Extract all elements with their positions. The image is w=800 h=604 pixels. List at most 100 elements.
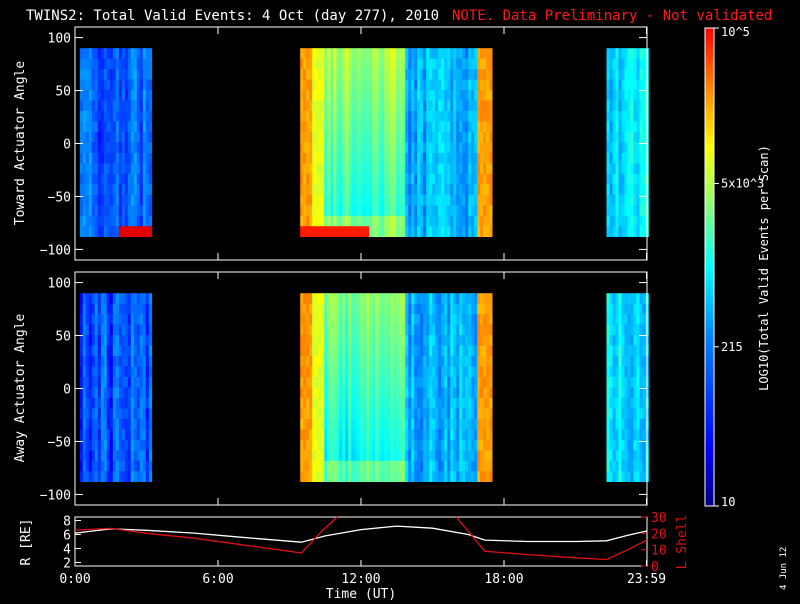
away-cell: [417, 377, 421, 388]
away-cell: [468, 303, 472, 315]
toward-cell: [474, 121, 478, 133]
toward-cell: [97, 69, 102, 80]
toward-cell: [441, 205, 445, 217]
away-cell: [115, 293, 120, 304]
away-cell: [306, 460, 310, 472]
away-cell: [408, 460, 412, 472]
away-cell: [309, 439, 313, 451]
toward-cell: [354, 205, 358, 217]
away-cell: [85, 303, 90, 315]
away-cell: [393, 450, 397, 462]
away-cell: [432, 377, 436, 388]
away-cell: [447, 387, 451, 399]
toward-cell: [396, 79, 400, 91]
toward-cell: [142, 215, 147, 227]
toward-cell: [417, 69, 421, 80]
away-cell: [435, 314, 439, 325]
away-cell: [97, 345, 102, 357]
toward-cell: [411, 132, 415, 143]
away-cell: [630, 293, 634, 304]
toward-cell: [363, 58, 367, 70]
away-cell: [393, 387, 397, 399]
toward-cell: [354, 152, 358, 164]
away-cell: [387, 303, 391, 315]
toward-cell: [609, 163, 613, 175]
toward-cell: [381, 173, 385, 185]
away-cell: [333, 471, 337, 482]
toward-cell: [321, 100, 325, 112]
away-cell: [402, 293, 406, 304]
toward-cell: [609, 184, 613, 196]
away-cell: [387, 293, 391, 304]
toward-cell: [393, 226, 397, 237]
toward-cell: [408, 90, 412, 101]
away-cell: [405, 314, 409, 325]
toward-cell: [351, 69, 355, 80]
toward-cell: [405, 58, 409, 70]
away-cell: [336, 387, 340, 399]
away-cell: [387, 345, 391, 357]
away-cell: [142, 314, 147, 325]
away-cell: [360, 335, 364, 346]
away-cell: [357, 345, 361, 357]
toward-cell: [363, 48, 367, 59]
away-cell: [321, 450, 325, 462]
toward-cell: [339, 79, 343, 91]
toward-cell: [612, 48, 616, 59]
toward-cell: [115, 152, 120, 164]
toward-cell: [321, 111, 325, 122]
toward-cell: [94, 121, 99, 133]
toward-cell: [642, 173, 646, 185]
away-cell: [456, 303, 460, 315]
toward-cell: [85, 121, 90, 133]
away-cell: [91, 397, 96, 409]
toward-cell: [351, 205, 355, 217]
toward-cell: [372, 121, 376, 133]
toward-cell: [432, 132, 436, 143]
toward-cell: [447, 79, 451, 91]
away-cell: [441, 324, 445, 336]
toward-cell: [306, 111, 310, 122]
toward-cell: [417, 226, 421, 237]
away-cell: [109, 366, 114, 378]
away-cell: [450, 387, 454, 399]
toward-cell: [453, 121, 457, 133]
away-cell: [124, 429, 129, 441]
away-cell: [315, 314, 319, 325]
toward-cell: [333, 79, 337, 91]
toward-cell: [351, 100, 355, 112]
away-cell: [309, 345, 313, 357]
toward-cell: [79, 163, 84, 175]
toward-cell: [405, 163, 409, 175]
away-cell: [621, 418, 625, 430]
away-cell: [354, 303, 358, 315]
toward-cell: [130, 194, 135, 206]
toward-cell: [477, 215, 481, 227]
away-cell: [330, 324, 334, 336]
away-cell: [82, 471, 87, 482]
away-cell: [82, 366, 87, 378]
toward-cell: [489, 215, 493, 227]
away-cell: [121, 356, 126, 367]
toward-cell: [100, 58, 105, 70]
away-cell: [381, 439, 385, 451]
away-cell: [432, 429, 436, 441]
away-cell: [624, 450, 628, 462]
toward-cell: [429, 48, 433, 59]
toward-cell: [306, 194, 310, 206]
toward-cell: [420, 58, 424, 70]
away-cell: [324, 460, 328, 472]
away-cell: [381, 471, 385, 482]
toward-cell: [91, 194, 96, 206]
toward-cell: [615, 69, 619, 80]
toward-cell: [468, 58, 472, 70]
away-cell: [465, 387, 469, 399]
away-cell: [630, 471, 634, 482]
away-cell: [142, 387, 147, 399]
toward-cell: [136, 79, 141, 91]
toward-cell: [483, 173, 487, 185]
toward-cell: [468, 163, 472, 175]
toward-ytick-label: 100: [48, 32, 71, 47]
toward-cell: [450, 111, 454, 122]
toward-cell: [342, 142, 346, 154]
